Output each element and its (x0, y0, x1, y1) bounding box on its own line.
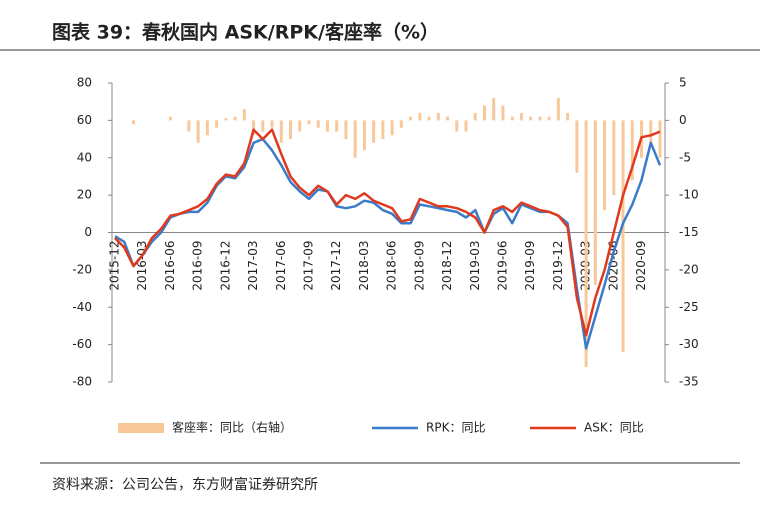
bar (289, 120, 293, 140)
x-tick-label: 2019-06 (495, 240, 509, 290)
chart-title: 图表 39：春秋国内 ASK/RPK/客座率（%） (52, 21, 439, 44)
x-tick-label: 2015-12 (108, 241, 122, 291)
bar (187, 120, 191, 132)
bar (215, 120, 219, 128)
y-tick-label: 60 (77, 113, 92, 127)
x-tick-label: 2018-09 (412, 241, 426, 291)
y-tick-label: 0 (84, 225, 92, 239)
x-tick-label: 2020-09 (634, 241, 648, 291)
x-tick-label: 2017-03 (246, 241, 260, 291)
x-tick-label: 2017-12 (329, 241, 343, 291)
y2-tick-label: -20 (679, 262, 699, 276)
bar (473, 112, 477, 121)
bar (566, 112, 570, 121)
y2-tick-label: 5 (679, 76, 687, 90)
bar (427, 116, 431, 121)
bar (593, 120, 597, 285)
bar (325, 120, 329, 132)
bar (381, 120, 385, 140)
x-tick-label: 2016-09 (191, 241, 205, 291)
y2-tick-label: -25 (679, 300, 699, 314)
bar (390, 120, 394, 136)
bar (205, 120, 209, 136)
bar (556, 97, 560, 121)
bar (649, 120, 653, 143)
legend-label: RPK：同比 (426, 421, 485, 435)
y-tick-label: -40 (72, 300, 92, 314)
bar (519, 112, 523, 121)
bar (418, 112, 422, 121)
x-tick-label: 2016-12 (218, 241, 232, 291)
bar (270, 120, 274, 128)
bar (168, 116, 172, 121)
bar (621, 120, 625, 353)
bar (575, 120, 579, 173)
x-tick-label: 2020-06 (606, 241, 620, 291)
legend-label: 客座率：同比（右轴） (172, 420, 292, 435)
bar (233, 116, 237, 121)
y-tick-label: -20 (72, 262, 92, 276)
bar (353, 120, 357, 158)
bar (510, 116, 514, 121)
y-tick-label: -80 (72, 375, 92, 389)
y-tick-label: 20 (77, 188, 92, 202)
bar (547, 116, 551, 121)
x-tick-label: 2019-12 (551, 241, 565, 291)
y2-tick-label: -10 (679, 188, 699, 202)
y-tick-label: 80 (77, 76, 92, 90)
bar (362, 120, 366, 151)
bar (612, 120, 616, 196)
y2-tick-label: 0 (679, 113, 687, 127)
bar (455, 120, 459, 132)
x-tick-label: 2018-06 (385, 241, 399, 291)
x-tick-label: 2016-03 (135, 241, 149, 291)
bar (658, 120, 662, 158)
x-tick-label: 2019-09 (523, 241, 537, 291)
legend-label: ASK：同比 (584, 421, 644, 435)
bar (252, 120, 256, 136)
y-tick-label: -60 (72, 337, 92, 351)
bar (529, 116, 533, 121)
bar (436, 112, 440, 121)
bar (131, 120, 135, 125)
bar (603, 120, 607, 211)
bar (409, 116, 413, 121)
bar (584, 120, 588, 368)
x-tick-label: 2017-09 (301, 241, 315, 291)
y2-tick-label: -35 (679, 375, 699, 389)
x-tick-label: 2018-03 (357, 241, 371, 291)
bar (538, 116, 542, 121)
bar (298, 120, 302, 132)
bar (196, 120, 200, 143)
bar (335, 120, 339, 132)
y2-tick-label: -15 (679, 225, 699, 239)
x-tick-label: 2018-12 (440, 241, 454, 291)
bar (446, 116, 450, 121)
bar (482, 105, 486, 121)
bar (464, 120, 468, 132)
bar (279, 120, 283, 143)
legend-swatch (118, 423, 164, 433)
y-tick-label: 40 (77, 150, 92, 164)
bar (224, 118, 228, 121)
x-tick-label: 2019-03 (468, 241, 482, 291)
bar (344, 120, 348, 140)
y2-tick-label: -30 (679, 337, 699, 351)
x-tick-label: 2016-06 (163, 241, 177, 291)
bar (492, 97, 496, 121)
bar (399, 120, 403, 128)
bar (261, 120, 265, 132)
bar (242, 109, 246, 121)
source-note: 资料来源：公司公告，东方财富证券研究所 (52, 476, 318, 493)
bar (630, 120, 634, 181)
y2-tick-label: -5 (679, 150, 691, 164)
x-tick-label: 2017-06 (274, 241, 288, 291)
bar (501, 105, 505, 121)
bar (307, 120, 311, 125)
line (114, 128, 661, 337)
bar (372, 120, 376, 143)
bar (316, 120, 320, 128)
